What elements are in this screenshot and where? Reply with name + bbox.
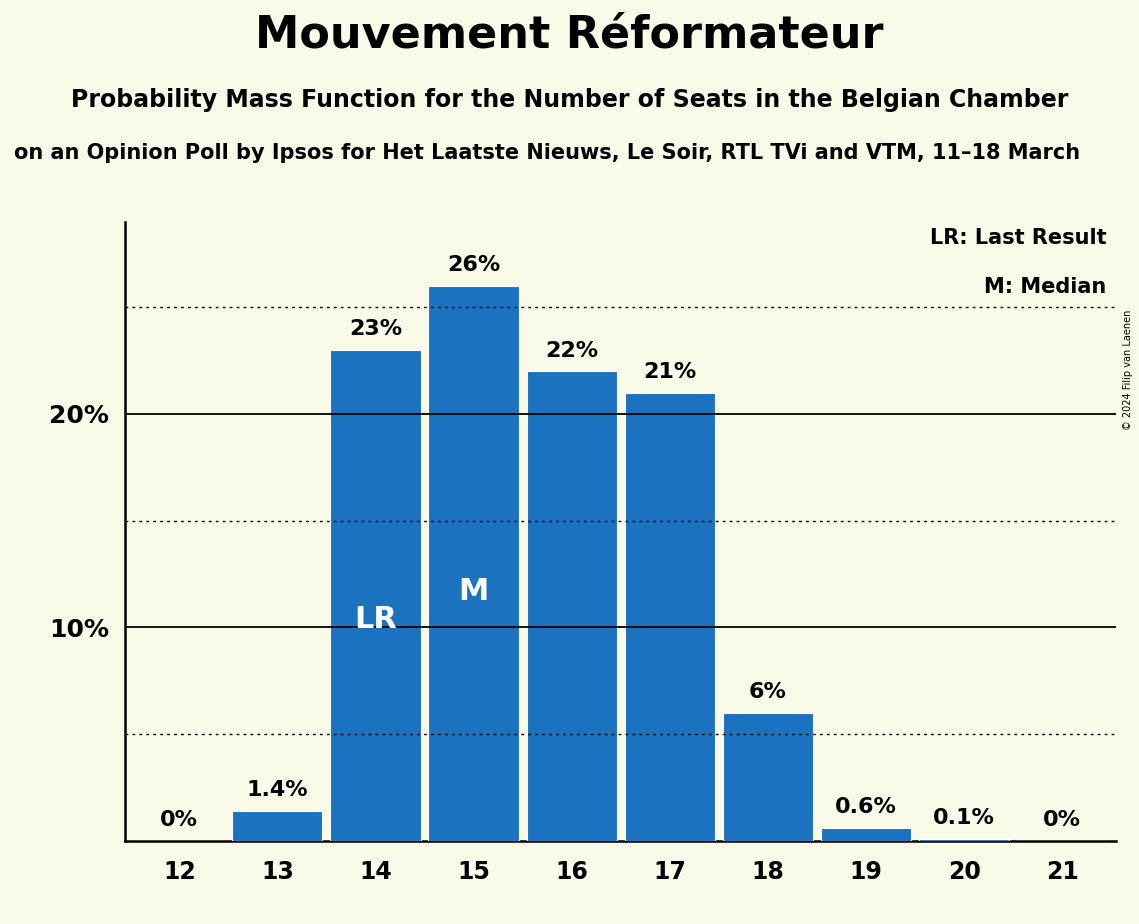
Text: 0%: 0% [161,810,198,830]
Bar [624,393,715,841]
Bar [821,828,911,841]
Bar [723,712,813,841]
Text: 22%: 22% [546,341,598,360]
Text: © 2024 Filip van Laenen: © 2024 Filip van Laenen [1123,310,1133,430]
Bar [232,811,322,841]
Bar [428,286,518,841]
Text: on an Opinion Poll by Ipsos for Het Laatste Nieuws, Le Soir, RTL TVi and VTM, 11: on an Opinion Poll by Ipsos for Het Laat… [14,143,1080,164]
Text: 23%: 23% [349,319,402,339]
Text: LR: LR [354,605,396,635]
Text: 0%: 0% [1043,810,1081,830]
Text: 26%: 26% [446,255,500,275]
Text: M: Median: M: Median [984,277,1106,298]
Text: 6%: 6% [749,682,787,702]
Bar [330,350,420,841]
Text: 1.4%: 1.4% [246,780,309,800]
Text: 0.6%: 0.6% [835,797,898,818]
Text: 0.1%: 0.1% [933,808,995,828]
Text: 21%: 21% [644,362,696,382]
Text: M: M [458,577,489,605]
Bar [526,371,617,841]
Bar [919,839,1009,841]
Text: LR: Last Result: LR: Last Result [929,228,1106,248]
Text: Mouvement Réformateur: Mouvement Réformateur [255,14,884,57]
Text: Probability Mass Function for the Number of Seats in the Belgian Chamber: Probability Mass Function for the Number… [71,88,1068,112]
